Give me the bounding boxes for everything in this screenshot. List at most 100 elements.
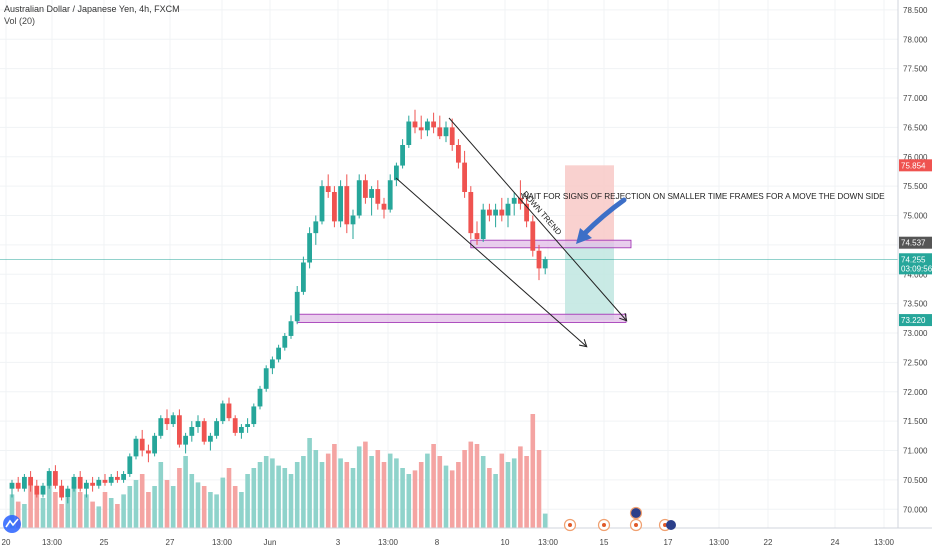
volume-bar [214, 494, 219, 528]
volume-bar [474, 444, 480, 528]
volume-bar [226, 468, 232, 528]
trend-line-upper [448, 117, 626, 320]
volume-bar [505, 462, 511, 528]
price-zone [470, 239, 632, 249]
volume-bar [294, 462, 300, 528]
candle-body [108, 476, 114, 483]
candle-body [214, 421, 219, 436]
volume-bar [251, 468, 257, 528]
volume-bar [400, 468, 405, 528]
candle-body [77, 476, 83, 489]
volume-bar [208, 492, 213, 528]
volume-bar [59, 504, 64, 528]
volume-bar [499, 453, 505, 528]
price-tick-label: 78.500 [903, 6, 928, 15]
price-label-text: 74.255 [901, 255, 926, 264]
price-tick-label: 73.500 [903, 300, 928, 309]
candle-body [425, 121, 430, 131]
volume-bar [177, 468, 182, 528]
candle-body [431, 121, 436, 128]
volume-bar [34, 492, 40, 528]
volume-bar [288, 474, 294, 528]
time-tick-label: 17 [664, 538, 673, 547]
volume-bar [394, 458, 399, 528]
time-tick-label: 13:00 [42, 538, 63, 547]
volume-bar [456, 462, 461, 528]
candle-body [536, 250, 542, 269]
candle-body [263, 368, 269, 389]
candle-body [394, 165, 399, 181]
candle-body [208, 435, 213, 442]
candle-body [412, 121, 418, 128]
candle-body [189, 427, 195, 436]
candle-body [71, 476, 77, 489]
candle-body [456, 145, 461, 163]
volume-bar [263, 456, 269, 528]
price-tick-label: 76.000 [903, 153, 928, 162]
volume-bar [28, 486, 33, 528]
candle-body [183, 435, 188, 445]
candle-body [511, 197, 517, 204]
volume-bar [164, 480, 170, 528]
volume-bar [201, 486, 207, 528]
volume-bar [468, 441, 474, 528]
candle-body [164, 418, 170, 425]
time-tick-label: 24 [831, 538, 840, 547]
price-label-box [899, 253, 932, 266]
volume-bar [344, 462, 350, 528]
price-tick-label: 78.000 [903, 35, 928, 44]
candle-body [251, 406, 257, 425]
candle-body [499, 209, 505, 216]
volume-bar [542, 513, 548, 528]
candle-body [177, 415, 182, 445]
price-tick-label: 71.000 [903, 447, 928, 456]
volume-bars [9, 414, 548, 528]
volume-bar [375, 450, 381, 528]
candle-body [400, 145, 405, 166]
candle-body [474, 233, 480, 239]
volume-bar [102, 492, 108, 528]
volume-bar [449, 470, 455, 528]
time-tick-label: 13:00 [538, 538, 559, 547]
candle-body [356, 180, 362, 216]
candle-body [375, 189, 381, 204]
price-tick-label: 73.000 [903, 329, 928, 338]
volume-bar [276, 465, 281, 528]
volume-bar [356, 446, 362, 528]
volume-bar [71, 486, 77, 528]
price-label-text: 03:09:56 [901, 264, 932, 273]
volume-bar [22, 504, 27, 528]
pointer-arrow [581, 197, 627, 237]
candle-body [319, 186, 325, 222]
take-profit-zone [565, 242, 614, 321]
time-tick-label: 3 [336, 538, 341, 547]
price-tick-label: 76.500 [903, 123, 928, 132]
price-tick-label: 74.000 [903, 270, 928, 279]
volume-bar [493, 474, 498, 528]
candle-body [34, 485, 40, 495]
volume-indicator-label: Vol (20) [4, 16, 36, 26]
price-label-box [899, 262, 932, 275]
candle-body [53, 471, 58, 486]
candle-body [313, 221, 319, 234]
time-tick-label: 13:00 [874, 538, 895, 547]
volume-bar [350, 468, 356, 528]
time-tick-label: 13:00 [212, 538, 233, 547]
volume-bar [511, 458, 517, 528]
candle-body [84, 482, 89, 489]
candle-body [406, 121, 412, 145]
candle-body [307, 233, 312, 263]
candle-body [139, 438, 145, 451]
time-tick-label: 20 [2, 538, 11, 547]
time-tick-label: 27 [166, 538, 175, 547]
price-label-box [899, 236, 932, 249]
volume-bar [90, 501, 95, 528]
candle-body [332, 192, 337, 222]
trend-line-lower [395, 177, 586, 346]
volume-bar [282, 468, 288, 528]
volume-bar [313, 450, 319, 528]
volume-bar [381, 462, 387, 528]
volume-bar [46, 474, 52, 528]
